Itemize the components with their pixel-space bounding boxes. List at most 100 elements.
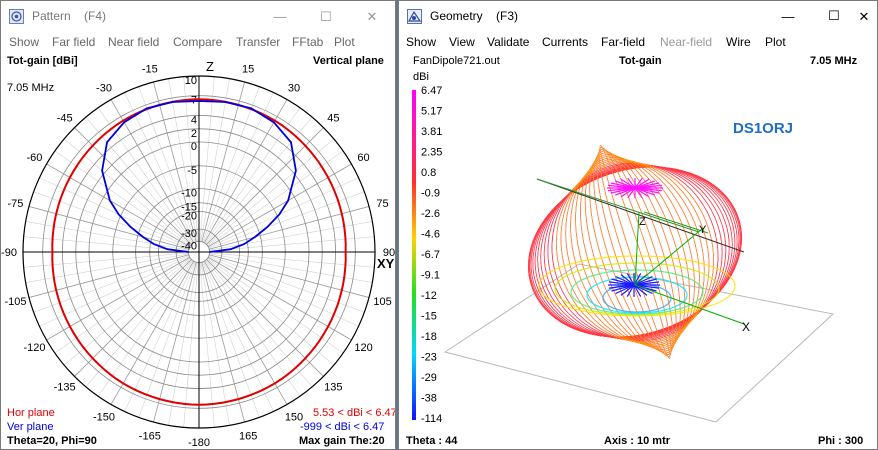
polar-gain-label: -10 [181,188,197,200]
polar-angle-label: -180 [188,437,210,449]
lobe-meridian [528,166,742,338]
polar-minor-spoke [206,138,335,246]
y-axis-label: Y [699,224,707,236]
lobe-meridian [528,166,742,338]
lobe-meridian [551,162,719,342]
antenna-wire [536,178,745,253]
lobe-meridian [584,154,686,350]
polar-z-label: Z [206,59,214,74]
polar-minor-spoke [202,261,260,418]
y-axis-line [634,227,704,286]
lobe-meridian [532,165,738,339]
color-scale-label: -23 [421,352,437,364]
polar-gain-label: -5 [187,165,197,177]
geometry-menu-plot[interactable]: Plot [765,35,786,49]
geometry-close-button[interactable]: ✕ [858,9,870,24]
pattern-titlebar[interactable]: Pattern (F4) — ☐ ✕ [1,1,395,32]
color-scale-label: -38 [421,393,437,405]
polar-angle-label: -30 [96,82,112,94]
pattern-window: Pattern (F4) — ☐ ✕ Show Far field Near f… [0,0,396,450]
pattern-menu-far-field[interactable]: Far field [52,35,96,49]
polar-minor-spoke [138,86,196,243]
lobe-meridian [530,166,740,338]
lobe-meridian [560,160,710,344]
lobe-lower-band [586,276,688,314]
polar-minor-spoke [209,252,375,268]
pattern-minimize-button[interactable]: — [273,9,287,24]
polar-spoke [203,260,288,405]
pattern-menu-fftab[interactable]: FFtab [292,35,324,49]
polar-minor-spoke [205,259,313,388]
color-scale-label: -114 [421,413,442,425]
geometry-menu-currents[interactable]: Currents [542,35,589,49]
lower-null-spike [626,284,635,297]
legend-ver-range: -999 < dBi < 6.47 [300,421,385,433]
color-scale-label: -2.6 [421,208,440,220]
polar-minor-spoke [209,221,373,251]
polar-minor-spoke [138,261,196,418]
upper-lobe-spike [634,187,650,198]
pattern-plane-title: Vertical plane [313,55,384,67]
geometry-minimize-button[interactable]: — [781,9,795,24]
lower-null-spike [620,284,635,296]
polar-gain-label: 2 [191,128,197,140]
lobe-lower-band [602,283,672,313]
upper-lobe-spike [614,180,636,189]
polar-minor-spoke [200,262,230,426]
callsign-label: DS1ORJ [733,120,794,137]
upper-lobe-spike [627,187,636,199]
geometry-window-title: Geometry (F3) [430,9,519,23]
scale-unit: dBi [413,71,429,83]
lower-null-spike [615,275,635,286]
polar-angle-label: -45 [57,113,73,125]
upper-lobe-spike [634,177,643,189]
geometry-app-icon [407,9,422,24]
color-scale-bar [412,90,416,420]
pattern-close-button[interactable]: ✕ [366,9,378,24]
pattern-max-gain: Max gain The:20 [299,435,385,447]
polar-angle-label: 165 [239,431,257,443]
pattern-menu-compare[interactable]: Compare [173,35,223,49]
polar-angle-label: -165 [139,431,161,443]
pattern-maximize-button[interactable]: ☐ [320,9,332,24]
lobe-lower-band [554,262,720,316]
polar-spoke [74,259,192,377]
lobe-meridian [580,155,690,349]
lobe-meridian [534,165,736,339]
polar-gain-label: -40 [181,240,197,252]
color-scale-label: 6.47 [421,85,442,97]
geometry-menu-wire[interactable]: Wire [726,35,751,49]
geometry-view-area[interactable]: FanDipole721.out Tot-gain 7.05 MHz dBi 6… [399,52,877,449]
antenna-wire-fan-2 [643,211,709,234]
geometry-menu-validate[interactable]: Validate [487,35,530,49]
polar-angle-label: -150 [93,412,115,424]
lobe-meridian [537,165,733,339]
polar-minor-spoke [33,191,190,249]
polar-minor-spoke [183,262,199,428]
geometry-menu-show[interactable]: Show [406,35,437,49]
pattern-menu-transfer[interactable]: Transfer [236,35,281,49]
polar-gain-label: -30 [181,228,197,240]
polar-angle-label: 60 [357,152,369,164]
pattern-plot-area[interactable]: Tot-gain [dBi] Vertical plane 7.05 MHz 1… [1,52,395,449]
polar-spoke [201,262,245,423]
geometry-gain-title: Tot-gain [619,55,662,67]
polar-gain-label: 0 [191,141,197,153]
geometry-menu-view[interactable]: View [449,35,475,49]
pattern-menu-near-field[interactable]: Near field [108,35,160,49]
pattern-menu-show[interactable]: Show [9,35,40,49]
geometry-titlebar[interactable]: Geometry (F3) — ☐ ✕ [399,1,877,32]
polar-minor-spoke [209,236,375,252]
color-scale-label: 2.35 [421,147,442,159]
pattern-menubar: Show Far field Near field Compare Transf… [1,32,395,52]
geometry-maximize-button[interactable]: ☐ [828,8,840,23]
geometry-menu-far-field[interactable]: Far-field [601,35,646,49]
polar-angle-label: 75 [376,198,388,210]
pattern-menu-plot[interactable]: Plot [334,35,355,49]
x-axis-label: X [742,320,750,334]
polar-minor-spoke [63,258,192,366]
polar-minor-spoke [199,76,215,242]
polar-gain-label: -20 [181,211,197,223]
z-axis-label: Z [639,216,646,228]
polar-spoke [153,81,197,242]
